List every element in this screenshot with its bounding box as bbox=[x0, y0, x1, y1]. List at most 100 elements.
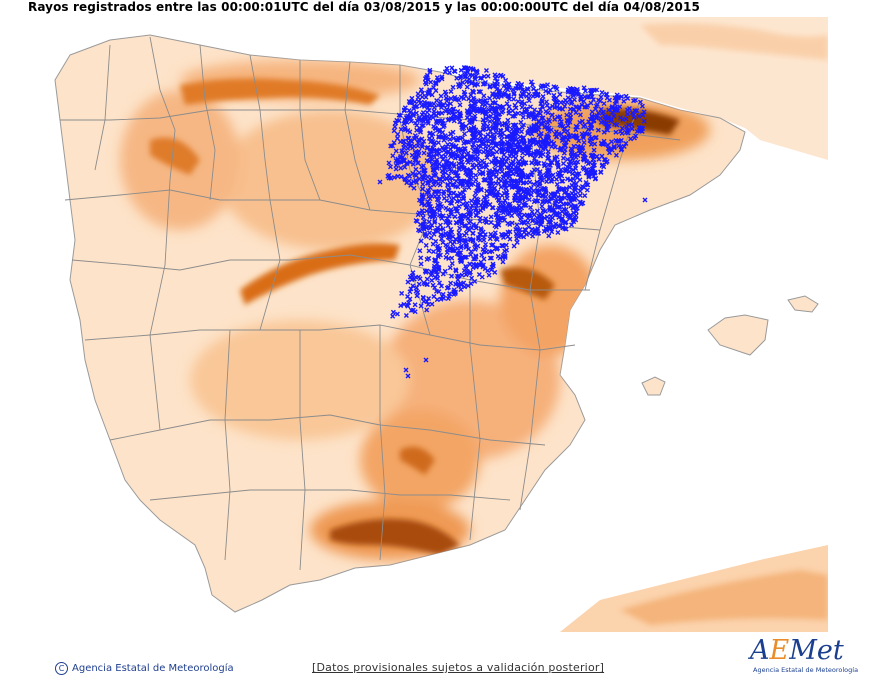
copyright-icon: C bbox=[55, 662, 68, 675]
lightning-strike-mark bbox=[437, 207, 443, 213]
lightning-strike-mark bbox=[500, 259, 506, 265]
lightning-strike-mark bbox=[403, 161, 409, 167]
lightning-strike-mark bbox=[487, 255, 493, 261]
lightning-strike-mark bbox=[610, 110, 616, 116]
lightning-strike-mark bbox=[442, 268, 448, 274]
lightning-strike-mark bbox=[456, 229, 462, 235]
lightning-strike-mark bbox=[475, 185, 481, 191]
lightning-strike-mark bbox=[505, 220, 511, 226]
lightning-strike-mark bbox=[504, 82, 510, 88]
lightning-strike-mark bbox=[502, 180, 508, 186]
lightning-strike-mark bbox=[411, 276, 417, 282]
lightning-strike-mark bbox=[449, 273, 455, 279]
lightning-strike-mark bbox=[546, 167, 552, 173]
lightning-strike-mark bbox=[412, 309, 418, 315]
lightning-strike-mark bbox=[584, 187, 590, 193]
lightning-strike-mark bbox=[483, 249, 489, 255]
lightning-strike-mark bbox=[505, 207, 511, 213]
lightning-strike-mark bbox=[449, 201, 455, 207]
lightning-strike-mark bbox=[540, 207, 546, 213]
lightning-strike-mark bbox=[434, 297, 440, 303]
lightning-strike-mark bbox=[493, 212, 499, 218]
lightning-strike-mark bbox=[448, 96, 454, 101]
lightning-strike-mark bbox=[491, 134, 497, 140]
lightning-strike-mark bbox=[538, 84, 544, 90]
alps-shading bbox=[640, 23, 828, 60]
lightning-strike-mark bbox=[599, 141, 605, 147]
lightning-strike-mark bbox=[480, 98, 486, 104]
lightning-strike-mark bbox=[445, 182, 451, 188]
lightning-strike-mark bbox=[539, 173, 545, 179]
lightning-strike-mark bbox=[568, 203, 574, 209]
lightning-strike-mark bbox=[552, 224, 558, 230]
lightning-strike-mark bbox=[453, 267, 459, 273]
lightning-strike-mark bbox=[445, 186, 451, 192]
lightning-strike-mark bbox=[494, 149, 500, 155]
lightning-strike-mark bbox=[563, 226, 569, 232]
lightning-strike-mark bbox=[539, 115, 545, 121]
lightning-strike-mark bbox=[504, 101, 510, 107]
lightning-strike-mark bbox=[514, 239, 520, 245]
lightning-strike-mark bbox=[399, 290, 405, 296]
lightning-strike-mark bbox=[390, 153, 396, 159]
lightning-strike-mark bbox=[534, 112, 540, 118]
lightning-strike-mark bbox=[444, 65, 450, 71]
lightning-strike-mark bbox=[483, 68, 489, 74]
lightning-strike-mark bbox=[406, 107, 412, 113]
lightning-strike-mark bbox=[444, 176, 450, 182]
lightning-strike-mark bbox=[601, 101, 607, 107]
lightning-strike-mark bbox=[458, 179, 464, 185]
lightning-strike-mark bbox=[461, 95, 467, 101]
lightning-strike-mark bbox=[433, 179, 439, 185]
lightning-strike-mark bbox=[613, 152, 619, 158]
lightning-strike-mark bbox=[410, 161, 416, 167]
lightning-strike-mark bbox=[547, 87, 553, 93]
lightning-map bbox=[26, 17, 828, 632]
lightning-strike-mark bbox=[434, 157, 440, 163]
lightning-strike-mark bbox=[505, 123, 511, 129]
lightning-strike-mark bbox=[426, 296, 432, 302]
lightning-strike-mark bbox=[539, 97, 545, 103]
lightning-strike-mark bbox=[436, 280, 442, 286]
lightning-strike-mark bbox=[642, 197, 648, 203]
lightning-strike-mark bbox=[516, 171, 522, 177]
lightning-strike-mark bbox=[433, 189, 439, 195]
lightning-strike-mark bbox=[412, 133, 418, 139]
lightning-strike-mark bbox=[481, 195, 487, 201]
lightning-strike-mark bbox=[587, 160, 593, 166]
lightning-strike-mark bbox=[495, 253, 501, 259]
lightning-strike-mark bbox=[469, 275, 475, 281]
lightning-strike-mark bbox=[425, 302, 431, 308]
menorca bbox=[787, 295, 819, 313]
lightning-strike-mark bbox=[503, 77, 509, 83]
lightning-strike-mark bbox=[394, 135, 400, 141]
lightning-strike-mark bbox=[396, 159, 402, 165]
lightning-strike-mark bbox=[488, 214, 494, 220]
lightning-strike-mark bbox=[573, 195, 579, 201]
lightning-strike-mark bbox=[418, 255, 424, 261]
lightning-strike-mark bbox=[428, 148, 434, 154]
lightning-strike-mark bbox=[423, 242, 429, 248]
map-title: Rayos registrados entre las 00:00:01UTC … bbox=[28, 0, 700, 14]
lightning-strike-mark bbox=[560, 161, 566, 167]
lightning-strike-mark bbox=[452, 155, 458, 161]
lightning-strike-mark bbox=[479, 158, 485, 164]
lightning-strike-mark bbox=[401, 107, 407, 113]
lightning-strike-mark bbox=[448, 154, 454, 160]
lightning-strike-mark bbox=[549, 112, 555, 118]
lightning-strike-mark bbox=[404, 114, 410, 120]
lightning-strike-mark bbox=[552, 200, 558, 206]
lightning-strike-mark bbox=[603, 115, 609, 121]
lightning-strike-mark bbox=[403, 367, 409, 373]
lightning-strike-mark bbox=[511, 162, 517, 168]
lightning-strike-mark bbox=[468, 205, 474, 211]
lightning-strike-mark bbox=[425, 118, 431, 124]
lightning-strike-mark bbox=[606, 107, 612, 113]
lightning-strike-mark bbox=[438, 226, 444, 232]
lightning-strike-mark bbox=[499, 160, 505, 166]
lightning-strike-mark bbox=[450, 84, 456, 90]
lightning-strike-mark bbox=[505, 234, 511, 240]
lightning-strike-mark bbox=[488, 113, 494, 119]
lightning-strike-mark bbox=[450, 234, 456, 240]
lightning-strike-mark bbox=[561, 134, 567, 140]
